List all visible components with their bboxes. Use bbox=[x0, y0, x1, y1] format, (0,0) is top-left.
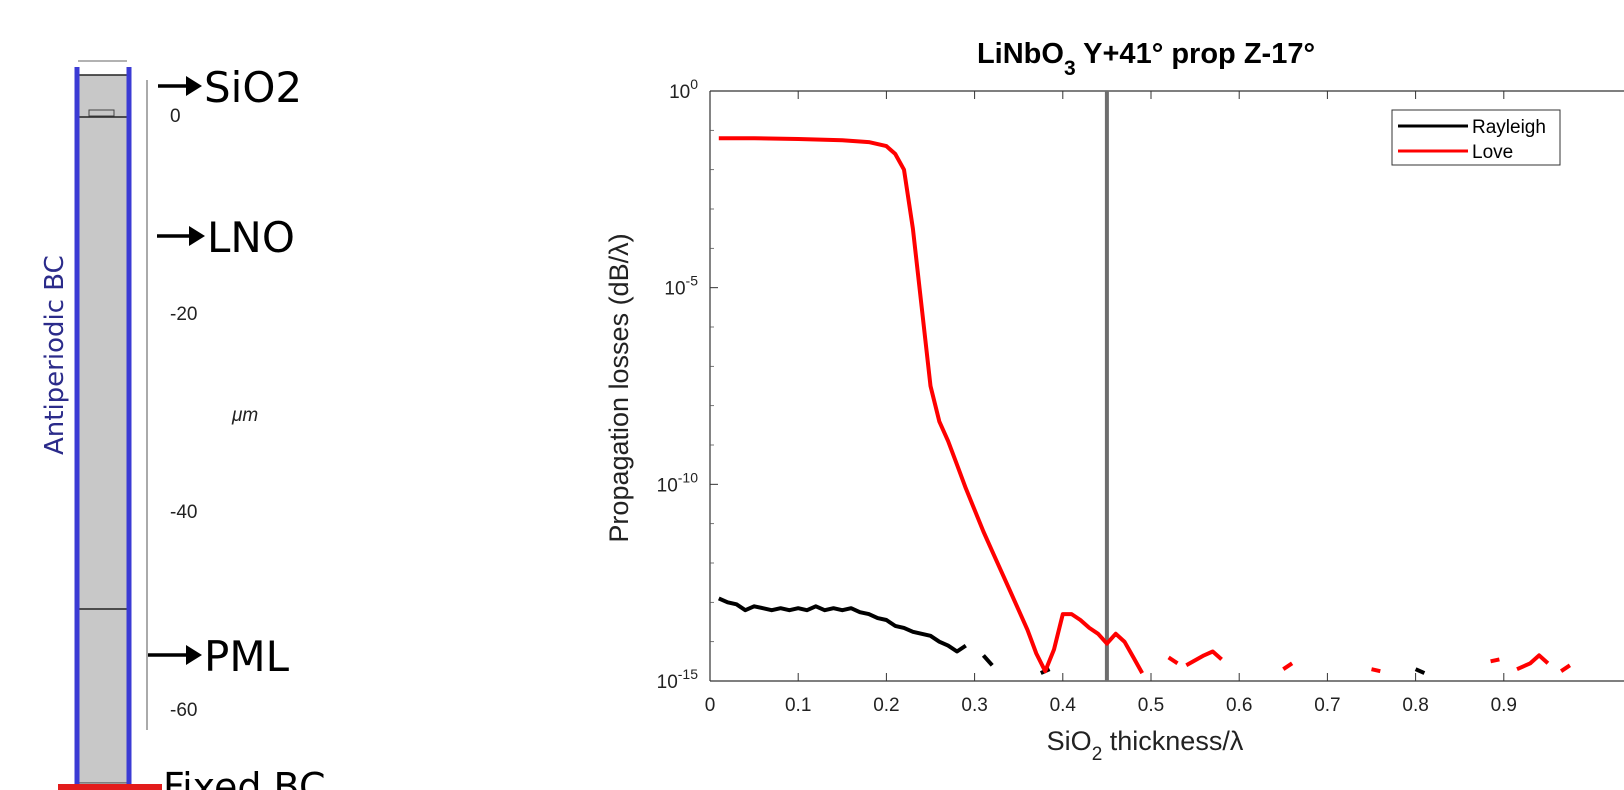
x-tick-label: 0.1 bbox=[785, 695, 811, 716]
legend-box bbox=[1391, 109, 1561, 166]
legend: Rayleigh Love bbox=[1391, 109, 1561, 166]
series-line-love bbox=[1167, 655, 1179, 665]
depth-tick-60: -60 bbox=[170, 700, 197, 721]
y-axis-title: Propagation losses (dB/λ) bbox=[604, 233, 634, 542]
depth-unit: μm bbox=[231, 405, 258, 426]
arrow-head bbox=[186, 76, 202, 96]
chart-title-rest: Y+41° prop Z-17° bbox=[1076, 38, 1315, 70]
y-tick-label: 10-15 bbox=[657, 666, 699, 693]
chart-title-main: LiNbO bbox=[977, 38, 1064, 70]
sio2-label: SiO2 bbox=[204, 63, 302, 112]
arrow-head bbox=[189, 226, 205, 246]
series-line-love bbox=[1490, 657, 1500, 664]
y-tick-label: 10-10 bbox=[657, 469, 699, 496]
legend-rayleigh-label: Rayleigh bbox=[1472, 117, 1546, 138]
geometry-diagram: 0 -20 -40 -60 μm Antiperiodic BC SiO2 LN… bbox=[40, 60, 325, 790]
series-line-rayleigh bbox=[981, 654, 994, 667]
electrode bbox=[88, 109, 115, 117]
series-love bbox=[718, 136, 1572, 675]
x-tick-label: 0.4 bbox=[1050, 695, 1077, 716]
y-tick-label: 100 bbox=[669, 76, 698, 103]
arrow-head bbox=[186, 645, 202, 665]
x-tick-label: 0 bbox=[705, 695, 716, 716]
x-tick-label: 0.3 bbox=[961, 695, 987, 716]
x-axis-title: SiO2 thickness/λ bbox=[1047, 726, 1244, 765]
series-line-love bbox=[1185, 649, 1223, 668]
chart-title-sub: 3 bbox=[1064, 57, 1076, 80]
x-tick-label: 0.2 bbox=[873, 695, 899, 716]
y-tick-group: 100 10-5 10-10 10-15 bbox=[657, 76, 718, 693]
y-tick-label: 10-5 bbox=[664, 273, 698, 300]
x-tick-label: 0.8 bbox=[1402, 695, 1428, 716]
series-rayleigh bbox=[717, 596, 1426, 675]
lno-annotation: LNO bbox=[157, 213, 295, 262]
series-line-rayleigh bbox=[717, 596, 967, 654]
x-tick-label: 0.5 bbox=[1138, 695, 1164, 716]
series-line-love bbox=[1516, 653, 1550, 672]
series-line-love bbox=[1559, 663, 1572, 673]
legend-love-label: Love bbox=[1472, 142, 1513, 163]
x-tick-group: 0 0.1 0.2 0.3 0.4 0.5 0.6 0.7 0.8 0.9 bbox=[705, 91, 1517, 716]
series-line-love bbox=[1371, 667, 1381, 674]
pml-annotation: PML bbox=[148, 632, 290, 681]
sio2-annotation: SiO2 bbox=[158, 63, 302, 112]
x-tick-label: 0.9 bbox=[1491, 695, 1517, 716]
series-line-rayleigh bbox=[1414, 667, 1426, 675]
pml-label: PML bbox=[204, 632, 290, 681]
domain-column bbox=[77, 74, 128, 784]
x-tick-label: 0.7 bbox=[1314, 695, 1340, 716]
depth-tick-20: -20 bbox=[170, 304, 197, 325]
lno-label: LNO bbox=[207, 213, 295, 262]
depth-tick-0: 0 bbox=[170, 106, 181, 127]
x-title-rest: thickness/λ bbox=[1102, 726, 1244, 756]
fixed-bc-label: Fixed BC bbox=[163, 765, 325, 790]
x-tick-label: 0.6 bbox=[1226, 695, 1252, 716]
depth-tick-40: -40 bbox=[170, 502, 197, 523]
series-line-love bbox=[1282, 661, 1294, 671]
x-title-sub: 2 bbox=[1092, 744, 1103, 765]
series-layer bbox=[717, 136, 1572, 675]
antiperiodic-label: Antiperiodic BC bbox=[40, 255, 70, 455]
series-line-love bbox=[718, 136, 1144, 675]
x-title-main: SiO bbox=[1047, 726, 1092, 756]
chart-title: LiNbO3 Y+41° prop Z-17° bbox=[977, 38, 1315, 80]
